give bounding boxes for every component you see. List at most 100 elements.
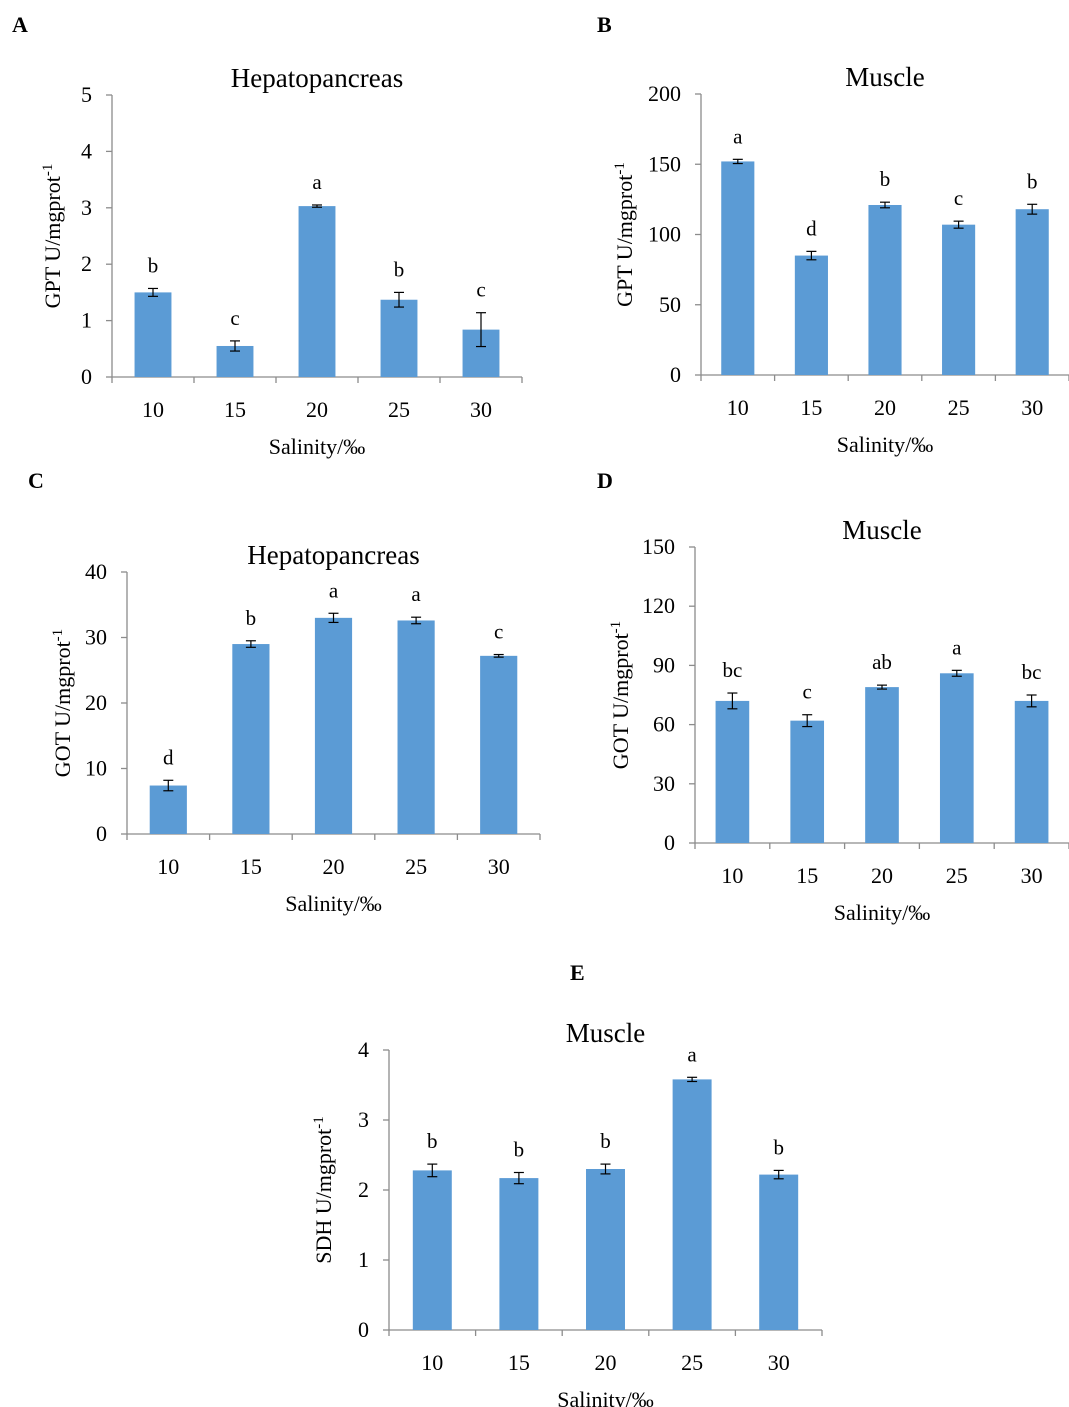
chart-title: Muscle xyxy=(566,1018,646,1048)
bar xyxy=(868,204,902,375)
y-tick-label: 200 xyxy=(648,81,681,106)
y-tick-label: 20 xyxy=(85,690,107,715)
y-tick-label: 0 xyxy=(96,821,107,846)
y-tick-label: 40 xyxy=(85,559,107,584)
y-tick-label: 10 xyxy=(85,756,107,781)
significance-label: d xyxy=(806,216,817,240)
x-tick-label: 25 xyxy=(388,397,410,422)
x-tick-label: 30 xyxy=(768,1350,790,1375)
bar xyxy=(149,785,187,834)
panel-c: C Hepatopancreas 0 10 20 30 40 d 10 b 15 a 20 a 25 c 30 S… xyxy=(28,468,541,916)
y-tick-label: 90 xyxy=(653,652,675,677)
y-tick-label: 0 xyxy=(358,1317,369,1342)
significance-label: a xyxy=(952,635,962,659)
bar xyxy=(397,620,435,834)
y-axis-title-superscript: -1 xyxy=(311,1116,327,1129)
bar xyxy=(232,644,270,834)
x-axis-title: Salinity/‰ xyxy=(269,434,366,459)
x-tick-label: 30 xyxy=(470,397,492,422)
x-tick-label: 20 xyxy=(874,395,896,420)
y-tick-label: 100 xyxy=(648,222,681,247)
significance-label: b xyxy=(600,1129,611,1153)
bar xyxy=(499,1178,539,1330)
x-tick-label: 15 xyxy=(800,395,822,420)
significance-label: c xyxy=(954,186,963,210)
bar xyxy=(1014,700,1049,843)
x-tick-label: 10 xyxy=(157,854,179,879)
x-tick-label: 10 xyxy=(721,863,743,888)
bar xyxy=(721,161,755,375)
bar xyxy=(314,617,353,834)
x-axis-title: Salinity/‰ xyxy=(557,1387,654,1407)
bar xyxy=(1015,209,1049,375)
x-tick-label: 20 xyxy=(306,397,328,422)
y-tick-label: 30 xyxy=(653,771,675,796)
panel-a: A Hepatopancreas 0 1 2 3 4 5 b 10 c 15 a 20 b 25 c 30 Sali… xyxy=(12,12,523,459)
significance-label: c xyxy=(230,306,239,330)
bar xyxy=(942,224,976,375)
x-tick-label: 20 xyxy=(595,1350,617,1375)
y-tick-label: 50 xyxy=(659,292,681,317)
significance-label: b xyxy=(394,257,405,281)
y-tick-label: 120 xyxy=(642,593,675,618)
significance-label: d xyxy=(163,745,174,769)
significance-label: c xyxy=(803,680,812,704)
bar xyxy=(412,1170,452,1330)
chart-title: Hepatopancreas xyxy=(247,540,419,570)
y-axis-title-superscript: -1 xyxy=(50,629,66,642)
y-axis-title: SDH U/mgprot-1 xyxy=(311,1116,336,1264)
bar xyxy=(672,1079,712,1330)
x-tick-label: 15 xyxy=(224,397,246,422)
y-tick-label: 4 xyxy=(81,138,92,163)
x-tick-label: 15 xyxy=(508,1350,530,1375)
bar xyxy=(939,673,974,843)
significance-label: a xyxy=(411,582,421,606)
significance-label: bc xyxy=(722,658,742,682)
y-axis-title-main: GOT U/mgprot xyxy=(50,641,75,777)
significance-label: a xyxy=(687,1042,697,1066)
y-tick-label: 0 xyxy=(664,830,675,855)
x-tick-label: 30 xyxy=(1021,395,1043,420)
panel-letter: E xyxy=(570,960,585,985)
x-tick-label: 25 xyxy=(405,854,427,879)
x-tick-label: 10 xyxy=(142,397,164,422)
bar xyxy=(380,299,418,377)
significance-label: bc xyxy=(1022,660,1042,684)
bar xyxy=(134,292,172,377)
significance-label: a xyxy=(312,170,322,194)
significance-label: ab xyxy=(872,650,892,674)
significance-label: a xyxy=(733,124,743,148)
y-tick-label: 1 xyxy=(81,308,92,333)
panel-e: E Muscle 0 1 2 3 4 b 10 b 15 b 20 a 25 b 30 Salinity/‰ SDH… xyxy=(311,960,823,1407)
chart-title: Hepatopancreas xyxy=(231,63,403,93)
x-tick-label: 25 xyxy=(948,395,970,420)
y-tick-label: 60 xyxy=(653,712,675,737)
y-tick-label: 2 xyxy=(81,251,92,276)
y-tick-label: 150 xyxy=(648,151,681,176)
panel-letter: D xyxy=(597,468,613,493)
x-tick-label: 20 xyxy=(871,863,893,888)
y-axis-title-main: GPT U/mgprot xyxy=(612,175,637,307)
bar xyxy=(794,255,828,375)
y-axis-title-main: GPT U/mgprot xyxy=(40,176,65,308)
y-axis-title-superscript: -1 xyxy=(40,164,56,177)
y-axis-title: GOT U/mgprot-1 xyxy=(50,629,75,777)
x-tick-label: 20 xyxy=(323,854,345,879)
x-axis-title: Salinity/‰ xyxy=(285,891,382,916)
bar xyxy=(759,1174,799,1330)
y-tick-label: 2 xyxy=(358,1177,369,1202)
bar xyxy=(586,1169,625,1330)
bar xyxy=(790,720,825,843)
panel-letter: A xyxy=(12,12,28,37)
y-tick-label: 3 xyxy=(358,1107,369,1132)
significance-label: c xyxy=(476,278,485,302)
significance-label: b xyxy=(880,167,891,191)
chart-title: Muscle xyxy=(845,62,925,92)
panel-b: B Muscle 0 50 100 150 200 a 10 d 15 b 20 c 25 b 30 Salini… xyxy=(597,12,1069,457)
significance-label: b xyxy=(514,1138,525,1162)
y-tick-label: 0 xyxy=(670,362,681,387)
x-tick-label: 15 xyxy=(796,863,818,888)
y-tick-label: 1 xyxy=(358,1247,369,1272)
significance-label: b xyxy=(148,253,159,277)
